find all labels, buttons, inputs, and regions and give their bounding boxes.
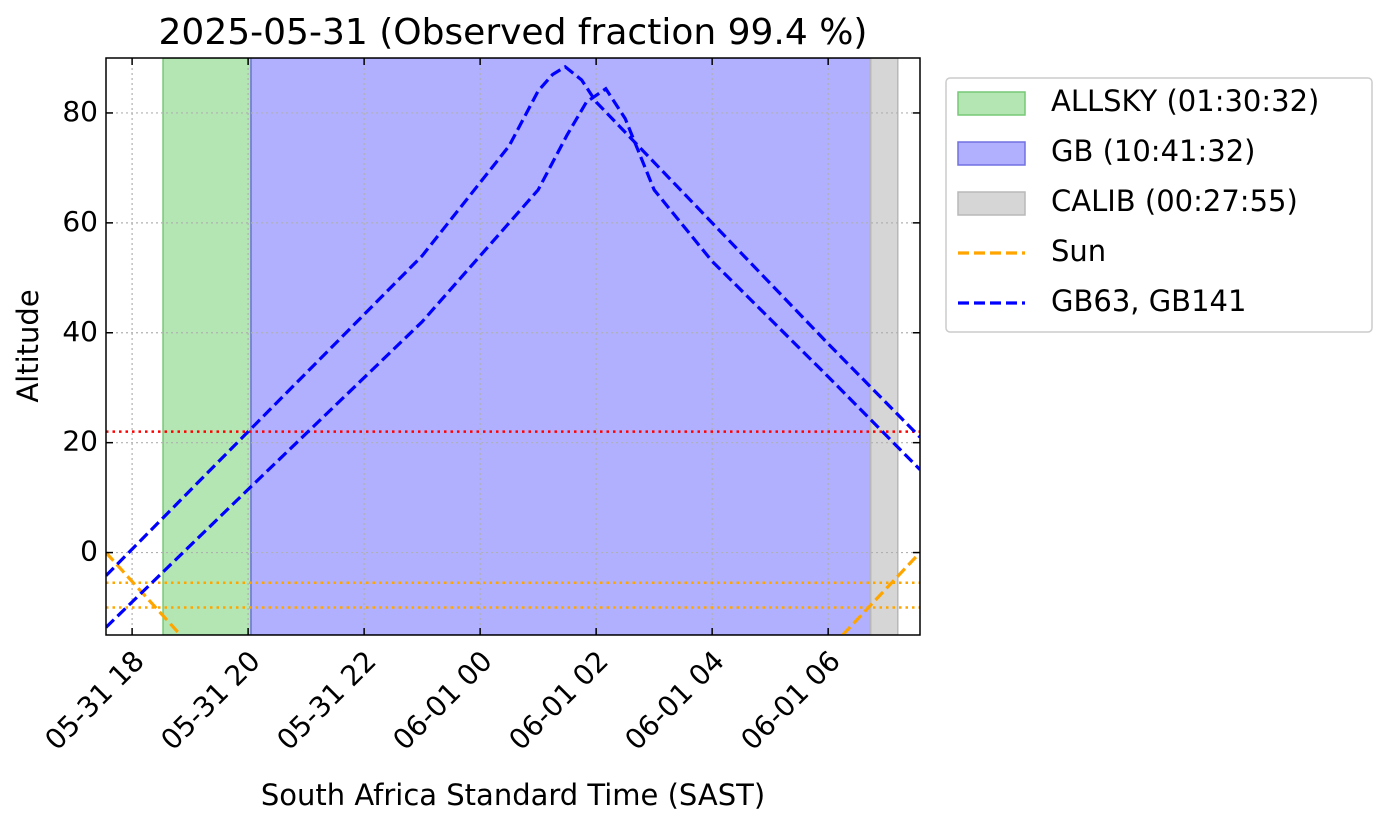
- x-tick-label: 05-31 18: [38, 644, 150, 756]
- y-tick-label: 80: [62, 95, 98, 128]
- series-line: [106, 551, 920, 635]
- legend-label: Sun: [1051, 234, 1106, 268]
- legend-patch: [957, 191, 1026, 216]
- legend-box: [945, 77, 1373, 333]
- legend-label: ALLSKY (01:30:32): [1051, 84, 1319, 118]
- y-tick-label: 20: [62, 425, 98, 458]
- x-axis-label: South Africa Standard Time (SAST): [261, 778, 765, 812]
- series-line: [106, 86, 920, 629]
- legend-patch: [957, 141, 1026, 166]
- y-axis-label: Altitude: [11, 289, 45, 402]
- legend-label: CALIB (00:27:55): [1051, 184, 1298, 218]
- x-tick-label: 06-01 02: [502, 644, 614, 756]
- legend: ALLSKY (01:30:32) GB (10:41:32) CALIB (00:…: [945, 77, 1373, 333]
- span: [869, 58, 899, 635]
- y-tick-label: 40: [62, 315, 98, 348]
- x-tick-label: 06-01 04: [618, 644, 730, 756]
- plot-area: [106, 58, 920, 635]
- legend-patch: [957, 91, 1026, 116]
- span: [162, 58, 252, 635]
- x-tick-label: 06-01 06: [734, 644, 846, 756]
- x-tick-label: 05-31 22: [270, 644, 382, 756]
- series-line: [106, 64, 920, 577]
- y-tick-label: 0: [80, 535, 98, 568]
- chart-title: 2025-05-31 (Observed fraction 99.4 %): [159, 12, 868, 53]
- x-tick-label: 06-01 00: [386, 644, 498, 756]
- y-tick-label: 60: [62, 205, 98, 238]
- legend-label: GB (10:41:32): [1051, 134, 1255, 168]
- x-tick-label: 05-31 20: [154, 644, 266, 756]
- plot-frame: [105, 57, 921, 636]
- span: [250, 58, 872, 635]
- legend-label: GB63, GB141: [1051, 284, 1246, 318]
